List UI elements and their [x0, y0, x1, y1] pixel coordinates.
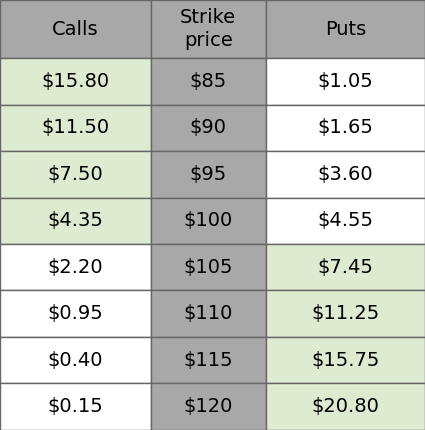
- Bar: [266, 104, 425, 151]
- Text: $1.05: $1.05: [317, 72, 373, 91]
- Text: $115: $115: [184, 350, 233, 370]
- Bar: [0, 0, 151, 58]
- Bar: [266, 291, 425, 337]
- Text: $0.15: $0.15: [48, 397, 103, 416]
- Bar: [151, 0, 266, 58]
- Text: $4.35: $4.35: [48, 211, 103, 230]
- Text: $7.50: $7.50: [48, 165, 103, 184]
- Bar: [0, 104, 151, 151]
- Bar: [0, 244, 151, 291]
- Bar: [151, 384, 266, 430]
- Bar: [151, 104, 266, 151]
- Bar: [151, 337, 266, 384]
- Bar: [0, 384, 151, 430]
- Bar: [0, 337, 151, 384]
- Text: $1.65: $1.65: [317, 118, 373, 138]
- Bar: [266, 0, 425, 58]
- Text: Calls: Calls: [52, 20, 99, 39]
- Bar: [151, 244, 266, 291]
- Text: $85: $85: [190, 72, 227, 91]
- Text: $120: $120: [184, 397, 233, 416]
- Text: $95: $95: [190, 165, 227, 184]
- Bar: [151, 291, 266, 337]
- Bar: [0, 198, 151, 244]
- Text: $110: $110: [184, 304, 233, 323]
- Text: Strike
price: Strike price: [180, 8, 236, 50]
- Bar: [0, 291, 151, 337]
- Text: $15.80: $15.80: [41, 72, 110, 91]
- Bar: [266, 337, 425, 384]
- Bar: [0, 58, 151, 104]
- Bar: [151, 198, 266, 244]
- Text: $20.80: $20.80: [312, 397, 379, 416]
- Text: Puts: Puts: [325, 20, 366, 39]
- Bar: [151, 58, 266, 104]
- Bar: [266, 151, 425, 197]
- Text: $3.60: $3.60: [317, 165, 373, 184]
- Bar: [266, 58, 425, 104]
- Bar: [0, 151, 151, 197]
- Text: $7.45: $7.45: [317, 258, 373, 277]
- Bar: [266, 198, 425, 244]
- Bar: [266, 244, 425, 291]
- Text: $11.25: $11.25: [311, 304, 380, 323]
- Text: $105: $105: [184, 258, 233, 277]
- Text: $90: $90: [190, 118, 227, 138]
- Text: $0.40: $0.40: [48, 350, 103, 370]
- Text: $15.75: $15.75: [311, 350, 380, 370]
- Bar: [151, 151, 266, 197]
- Text: $11.50: $11.50: [41, 118, 110, 138]
- Text: $100: $100: [184, 211, 233, 230]
- Text: $4.55: $4.55: [317, 211, 373, 230]
- Text: $0.95: $0.95: [48, 304, 103, 323]
- Bar: [266, 384, 425, 430]
- Text: $2.20: $2.20: [48, 258, 103, 277]
